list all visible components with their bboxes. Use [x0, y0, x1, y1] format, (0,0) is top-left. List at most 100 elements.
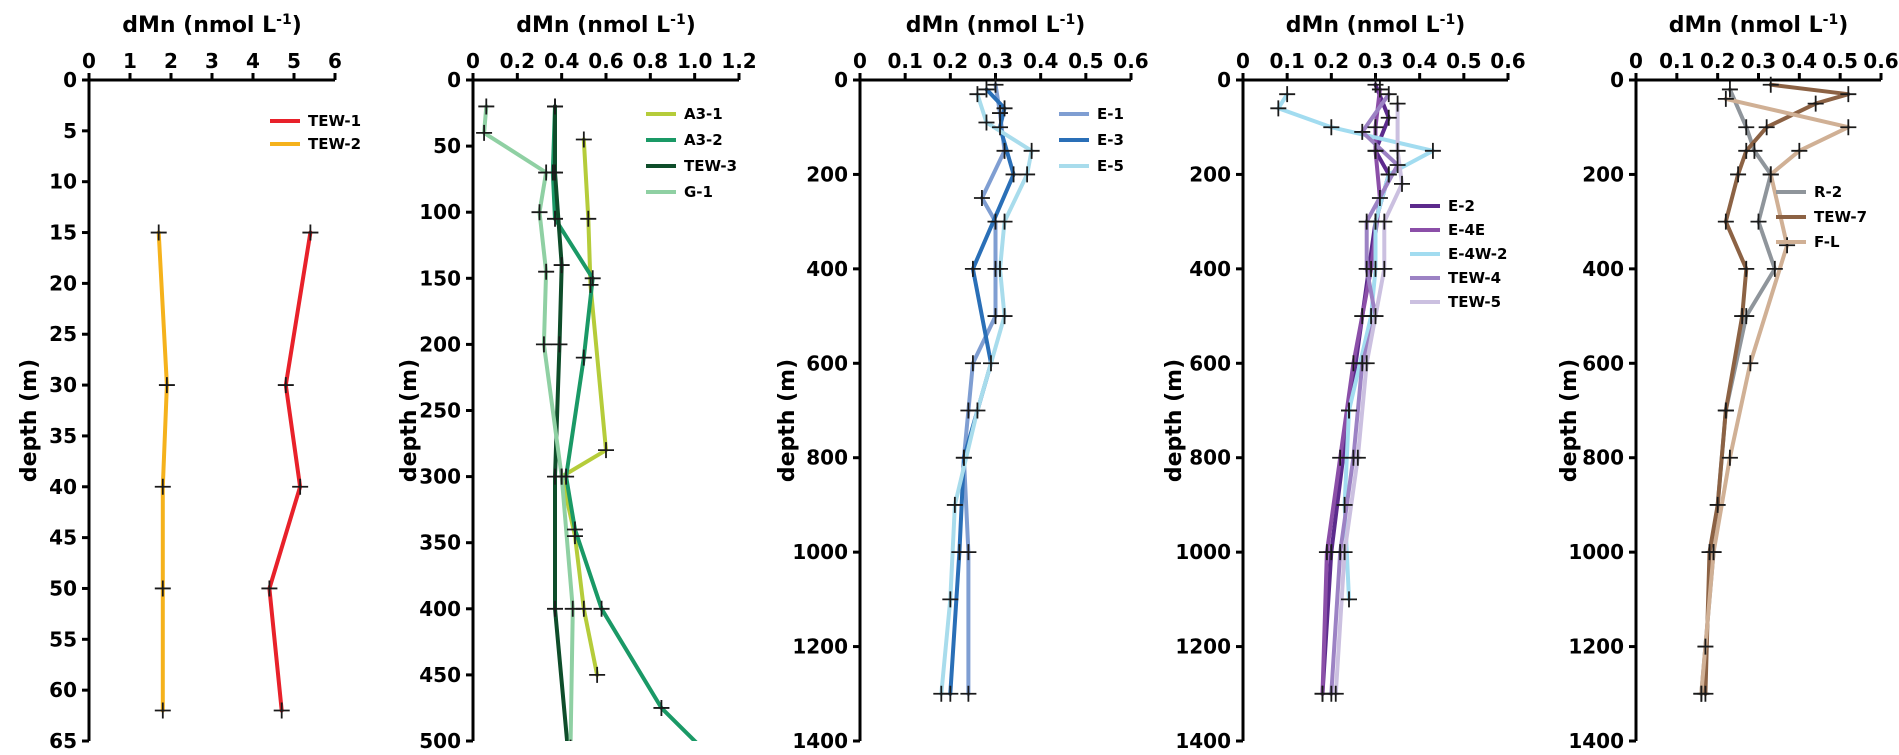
data-point-tew-7 — [1730, 166, 1747, 183]
data-point-e-1 — [987, 76, 1004, 93]
data-point-e-1 — [973, 190, 990, 207]
y-tick-label: 600 — [1189, 351, 1231, 375]
data-point-e-4e — [1371, 190, 1388, 207]
y-tick-label: 500 — [419, 729, 461, 750]
data-point-tew-4 — [1354, 123, 1371, 140]
x-tick-label: 0 — [853, 49, 867, 73]
data-point-e-1 — [960, 685, 977, 702]
x-tick-label: 6 — [328, 49, 342, 73]
x-tick-label: 0.2 — [500, 49, 535, 73]
y-tick-label: 600 — [1582, 351, 1624, 375]
data-point-tew-1 — [292, 478, 309, 495]
data-point-f-l — [1717, 90, 1734, 107]
data-point-g-1 — [538, 263, 555, 280]
y-axis-title: depth (m) — [1162, 359, 1187, 482]
x-tick-label: 0.3 — [978, 49, 1013, 73]
data-point-e-2 — [1380, 109, 1397, 126]
x-tick-label: 0.2 — [933, 49, 968, 73]
data-point-a3-1 — [589, 666, 606, 683]
y-tick-label: 400 — [1582, 257, 1624, 281]
x-axis-title: dMn (nmol L-1) — [1669, 12, 1849, 38]
x-tick-label: 4 — [246, 49, 260, 73]
panel-3: 0 0.1 0.2 0.3 0.4 0.5 0.6 0 200 400 600 800 1000 1200… — [775, 12, 1149, 753]
y-tick-label: 50 — [49, 576, 77, 600]
data-point-g-1 — [569, 739, 572, 741]
legend-label: TEW-3 — [684, 157, 737, 175]
y-tick-label: 55 — [49, 627, 77, 651]
data-point-e-5 — [933, 685, 950, 702]
data-point-a3-2 — [584, 270, 601, 287]
series-line-a3-2 — [550, 104, 698, 741]
plot-area — [150, 224, 319, 719]
data-point-tew-4 — [1358, 260, 1375, 277]
x-tick-label: 0 — [466, 49, 480, 73]
data-point-tew-5 — [1389, 95, 1406, 112]
data-point-tew-3 — [547, 600, 564, 617]
data-point-e-5 — [969, 402, 986, 419]
y-tick-label: 35 — [49, 424, 77, 448]
data-point-tew-2 — [158, 377, 175, 394]
x-tick-label: 0.4 — [1782, 49, 1817, 73]
data-point-tew-5 — [1349, 449, 1366, 466]
y-tick-label: 0 — [63, 68, 77, 92]
legend: A3-1 A3-2 TEW-3 G-1 — [646, 105, 737, 201]
y-tick-label: 65 — [49, 729, 77, 750]
x-tick-label: 0.8 — [633, 49, 668, 73]
panel-4: 0 0.1 0.2 0.3 0.4 0.5 0.6 0 200 400 600 800 1000 1200… — [1162, 12, 1526, 753]
data-point-e-4w-2 — [1323, 119, 1340, 136]
data-point-e-5 — [1023, 142, 1040, 159]
data-point-a3-1 — [582, 276, 599, 293]
x-tick-label: 1.2 — [721, 49, 756, 73]
data-point-e-5 — [996, 308, 1013, 325]
panel-2: 0 0.2 0.4 0.6 0.8 1.0 1.2 0 50 100 150 200 250 300 350… — [397, 12, 757, 753]
data-point-e-4w-2 — [1341, 402, 1357, 419]
y-tick-label: 20 — [49, 271, 77, 295]
legend-label: TEW-4 — [1448, 269, 1501, 287]
series-line-f-l — [1699, 96, 1851, 696]
y-tick-label: 400 — [806, 257, 848, 281]
data-point-tew-4 — [1389, 156, 1406, 173]
y-tick-label: 1000 — [1175, 540, 1231, 564]
data-point-g-1 — [564, 600, 581, 617]
y-tick-label: 250 — [419, 399, 461, 423]
x-tick-label: 1 — [123, 49, 137, 73]
series-line-tew-7 — [1703, 82, 1851, 696]
data-point-r-2 — [1750, 213, 1767, 230]
data-point-f-l — [1742, 355, 1759, 372]
y-tick-label: 200 — [1582, 162, 1624, 186]
data-point-e-4w-2 — [1341, 591, 1357, 608]
y-tick-label: 350 — [419, 531, 461, 555]
x-axis-title: dMn (nmol L-1) — [906, 12, 1086, 38]
data-point-tew-7 — [1738, 142, 1755, 159]
x-tick-label: 0 — [1629, 49, 1643, 73]
data-point-g-1 — [538, 164, 555, 181]
data-point-e-3 — [992, 119, 1009, 136]
y-tick-label: 1400 — [1175, 729, 1231, 750]
data-point-g-1 — [531, 204, 548, 221]
data-point-tew-1 — [277, 377, 294, 394]
legend: TEW-1 TEW-2 — [270, 112, 361, 153]
legend-label: TEW-7 — [1814, 208, 1867, 226]
data-point-tew-3 — [547, 98, 564, 115]
x-tick-label: 0.1 — [887, 49, 922, 73]
legend-label: E-4W-2 — [1448, 245, 1507, 263]
y-tick-label: 0 — [447, 68, 461, 92]
legend-label: R-2 — [1814, 183, 1842, 201]
data-point-tew-4 — [1367, 308, 1384, 325]
data-point-e-4e — [1367, 119, 1384, 136]
x-tick-label: 0.6 — [1863, 49, 1898, 73]
data-point-e-1 — [996, 142, 1013, 159]
x-tick-label: 5 — [287, 49, 301, 73]
data-point-a3-1 — [580, 210, 597, 227]
data-point-e-3 — [955, 449, 972, 466]
legend-label: TEW-5 — [1448, 293, 1501, 311]
x-tick-label: 0 — [1236, 49, 1250, 73]
series-line-tew-2 — [156, 230, 169, 713]
data-point-e-5 — [942, 591, 959, 608]
y-tick-label: 800 — [806, 446, 848, 470]
data-point-tew-7 — [1717, 213, 1734, 230]
y-tick-label: 15 — [49, 221, 77, 245]
data-point-e-3 — [996, 100, 1013, 117]
data-point-e-1 — [964, 355, 981, 372]
